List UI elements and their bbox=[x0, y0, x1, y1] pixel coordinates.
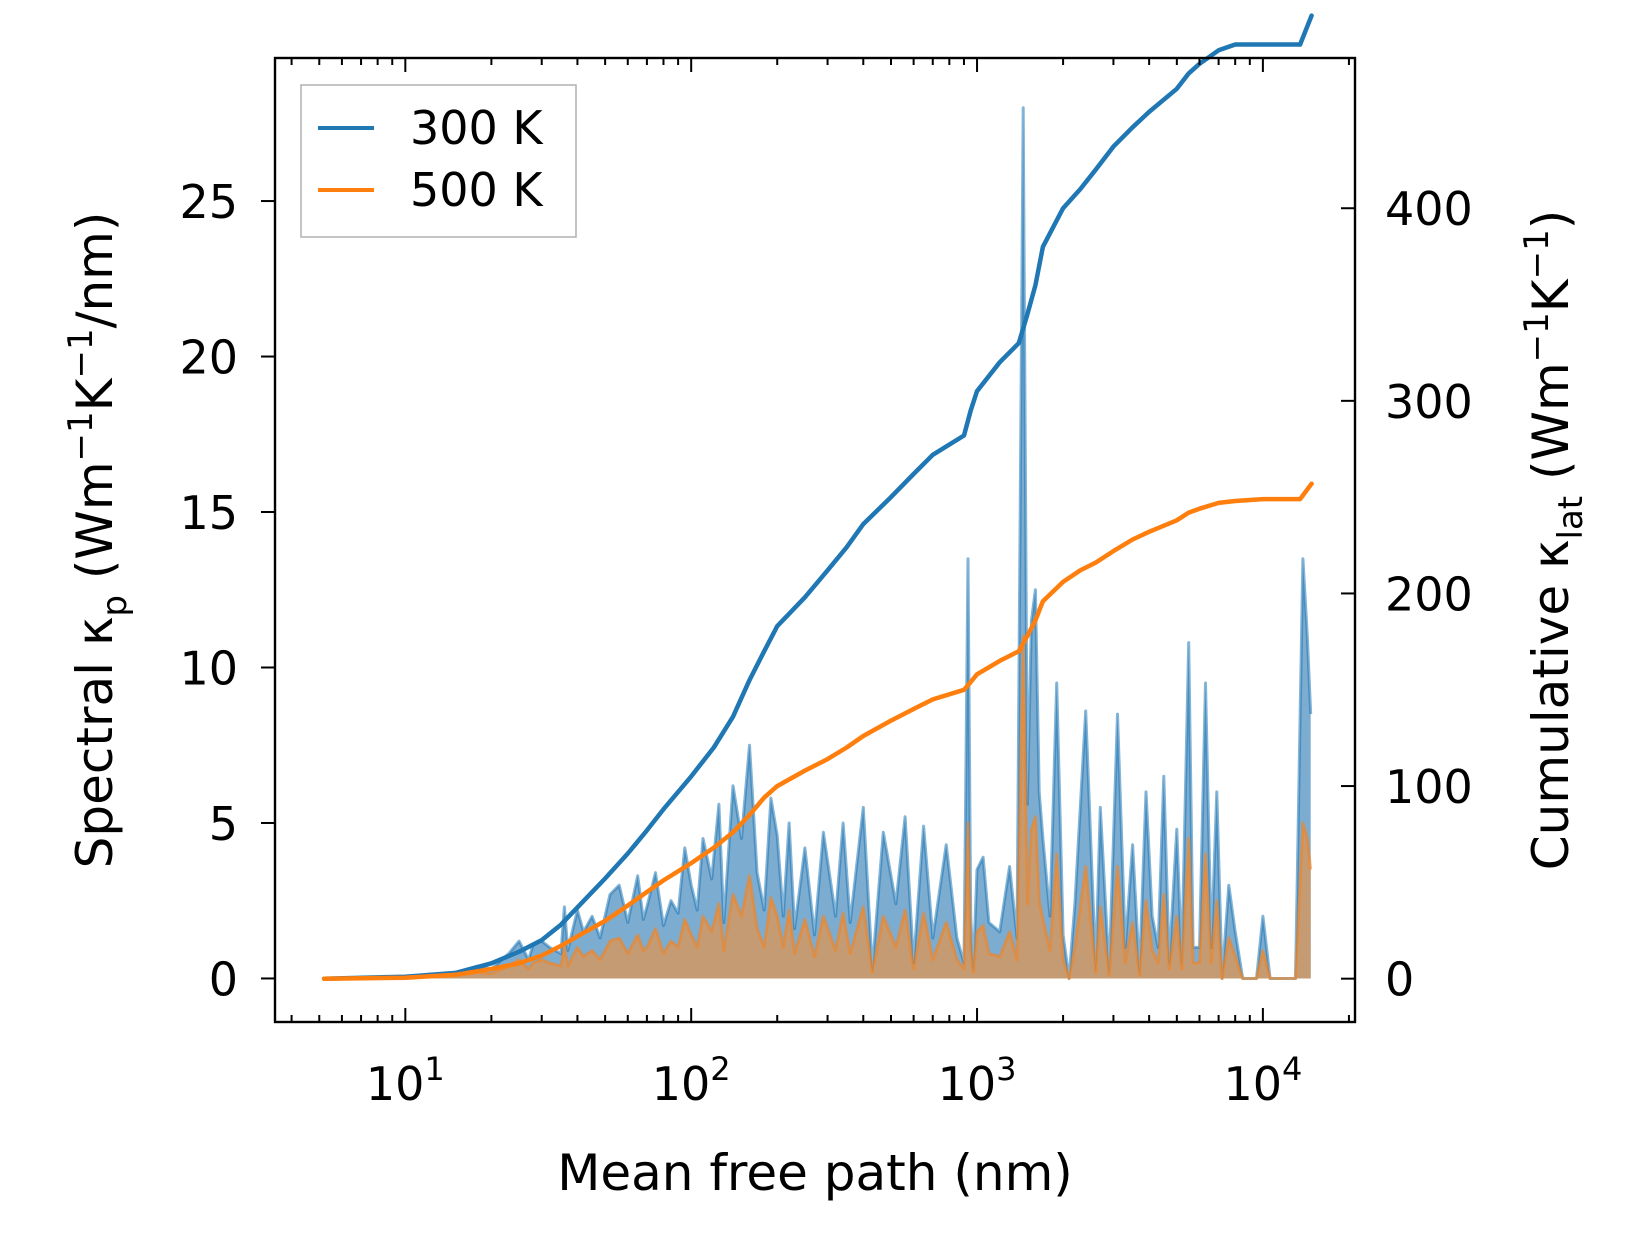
y-left-tick-label: 15 bbox=[179, 486, 238, 540]
spectral-line-300k bbox=[324, 106, 1313, 980]
y-right-tick-label: 400 bbox=[1385, 182, 1473, 236]
x-tick-label: 104 bbox=[1223, 1050, 1302, 1111]
y-left-tick-label: 0 bbox=[209, 952, 238, 1006]
tick-labels: 101 102 103 104 0 5 10 15 20 25 0 100 200 300 400 bbox=[179, 175, 1472, 1111]
y-right-tick-label: 200 bbox=[1385, 567, 1473, 621]
y-left-tick-label: 10 bbox=[179, 641, 238, 695]
x-tick-label: 101 bbox=[366, 1050, 445, 1111]
y-right-tick-label: 100 bbox=[1385, 760, 1473, 814]
y-axis-right-label: Cumulative κlat (Wm−1K−1) bbox=[1517, 210, 1591, 870]
plot-frame bbox=[273, 56, 1357, 1024]
y-right-tick-label: 0 bbox=[1385, 953, 1414, 1007]
y-right-tick-label: 300 bbox=[1385, 375, 1473, 429]
cumulative-line-500k bbox=[321, 481, 1314, 981]
x-axis-label: Mean free path (nm) bbox=[557, 1144, 1073, 1202]
legend-label-300k: 300 K bbox=[410, 101, 544, 155]
axis-ticks bbox=[261, 58, 1355, 1022]
legend-label-500k: 500 K bbox=[410, 163, 544, 217]
y-left-tick-label: 25 bbox=[179, 175, 238, 229]
cumulative-line-300k bbox=[321, 13, 1314, 981]
legend-box bbox=[300, 84, 577, 238]
spectral-line-500k bbox=[324, 634, 1313, 980]
spectral-fills bbox=[324, 106, 1313, 980]
y-left-tick-label: 20 bbox=[179, 331, 238, 385]
y-axis-left-label: Spectral κp (Wm−1K−1/nm) bbox=[61, 212, 135, 869]
y-left-tick-label: 5 bbox=[209, 797, 238, 851]
legend: 300 K 500 K bbox=[300, 84, 577, 238]
x-tick-label: 103 bbox=[938, 1050, 1017, 1111]
x-tick-label: 102 bbox=[652, 1050, 731, 1111]
data-lines bbox=[321, 13, 1314, 981]
